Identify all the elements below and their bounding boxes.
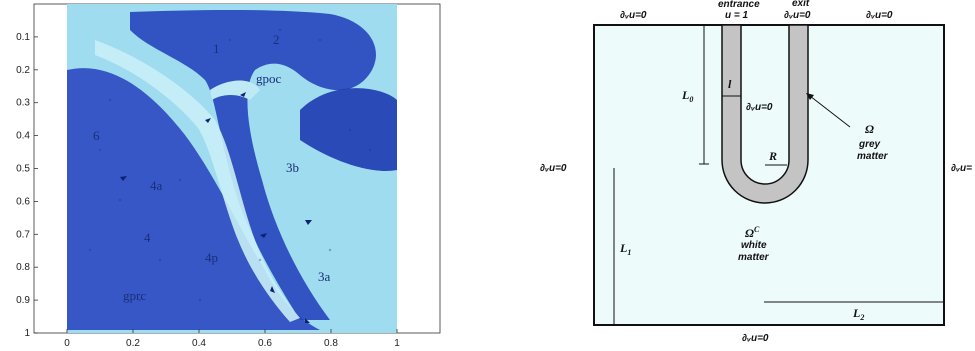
x-axis: 0 0.2 0.4 0.6 0.8 1 [64, 329, 400, 349]
grey-matter-region [721, 24, 809, 204]
bc-bottom: ∂ᵥu=0 [742, 333, 769, 344]
y-tick-label: 0.9 [16, 295, 30, 306]
y-tick-label: 0.1 [16, 32, 30, 43]
y-tick-label: 0.3 [16, 98, 30, 109]
grey-matter-pointer [809, 95, 851, 128]
l-label: l [728, 77, 732, 91]
x-tick-label: 0.8 [324, 338, 338, 349]
y-tick-label: 0.5 [16, 164, 30, 175]
label-1: 1 [213, 41, 220, 56]
L2-label: L2 [852, 306, 864, 322]
y-tick-label: 0.4 [16, 131, 30, 142]
R-label: R [768, 149, 777, 163]
L1-label: L1 [619, 241, 631, 257]
x-tick-label: 0 [64, 338, 70, 349]
omega-c-label: ΩC [745, 225, 760, 240]
x-tick-label: 1 [394, 338, 400, 349]
label-3a: 3a [318, 269, 331, 284]
entrance-value: u = 1 [725, 10, 749, 21]
arrowhead-markers [120, 92, 312, 323]
tissue-texture [88, 28, 372, 302]
x-tick-label: 0.6 [258, 338, 272, 349]
bc-top-right: ∂ᵥu=0 [866, 10, 893, 21]
exit-label: exit [792, 0, 810, 9]
y-tick-label: 0.6 [16, 196, 30, 207]
grey-matter-label-2: matter [857, 151, 889, 162]
label-4p: 4p [205, 250, 218, 265]
y-tick-label: 0.2 [16, 65, 30, 76]
bc-right: ∂ᵥu= [951, 163, 972, 174]
white-matter-label-1: white [741, 240, 767, 251]
y-tick-label: 1 [24, 328, 30, 339]
label-4: 4 [144, 230, 151, 245]
schematic-panel: ∂ᵥu=0 entrance u = 1 exit ∂ᵥu=0 ∂ᵥu=0 ∂ᵥ… [540, 0, 972, 344]
y-tick-label: 0.7 [16, 229, 30, 240]
domain-box [593, 24, 945, 326]
x-tick-label: 0.2 [126, 338, 140, 349]
omega-label: Ω [865, 122, 874, 136]
sulcus-band [95, 40, 300, 322]
label-gpoc: gpoc [256, 71, 282, 86]
bc-inner: ∂ᵥu=0 [746, 102, 773, 113]
bc-left: ∂ᵥu=0 [540, 163, 567, 174]
bc-exit: ∂ᵥu=0 [784, 10, 811, 21]
tissue-region-right [300, 88, 397, 171]
y-tick-label: 0.8 [16, 262, 30, 273]
entrance-label: entrance [718, 0, 760, 10]
x-tick-label: 0.4 [192, 338, 206, 349]
L0-label: L0 [681, 88, 693, 104]
label-3b: 3b [286, 160, 299, 175]
y-axis: 0.1 0.2 0.3 0.4 0.5 0.6 0.7 0.8 0.9 1 [16, 32, 38, 339]
bc-top-left: ∂ᵥu=0 [620, 10, 647, 21]
tissue-region-upper [130, 10, 376, 320]
white-matter-label-2: matter [738, 252, 770, 263]
grey-matter-label-1: grey [858, 139, 881, 150]
label-4a: 4a [150, 178, 163, 193]
label-2: 2 [273, 32, 280, 47]
label-gprc: gprc [123, 288, 146, 303]
sulcus-top [210, 80, 260, 100]
label-6: 6 [93, 128, 100, 143]
histology-panel: gpoc 3b 6 4 3a gprc 4a 4p 2 1 0.10.20.30… [16, 3, 441, 349]
